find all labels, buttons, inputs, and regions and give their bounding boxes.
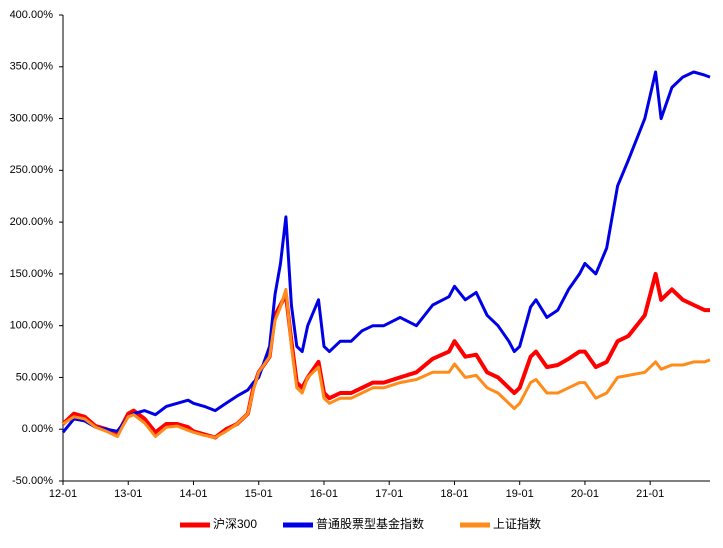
x-tick-label: 19-01 [506,488,534,500]
legend-label: 上证指数 [493,516,541,531]
y-tick-label: 350.00% [10,61,54,73]
legend-label: 沪深300 [213,517,257,531]
series-line [61,70,711,434]
series-line [61,271,710,440]
x-tick-label: 15-01 [245,488,273,500]
x-tick-label: 12-01 [49,488,77,500]
y-tick-label: 0.00% [22,423,53,435]
series-line [62,287,711,439]
x-tick-label: 17-01 [375,488,403,500]
legend-label: 普通股票型基金指数 [316,516,424,531]
x-tick-label: 14-01 [179,488,207,500]
y-tick-label: 50.00% [16,371,54,383]
x-tick-label: 16-01 [310,488,338,500]
y-tick-label: 200.00% [10,216,54,228]
y-tick-label: 150.00% [10,268,54,280]
y-tick-label: 300.00% [10,112,54,124]
x-tick-label: 21-01 [636,488,664,500]
y-tick-label: -50.00% [12,475,53,487]
x-tick-label: 20-01 [571,488,599,500]
y-tick-label: 400.00% [10,9,54,21]
x-tick-label: 13-01 [114,488,142,500]
x-tick-label: 18-01 [440,488,468,500]
y-tick-label: 250.00% [10,164,54,176]
y-tick-label: 100.00% [10,320,54,332]
